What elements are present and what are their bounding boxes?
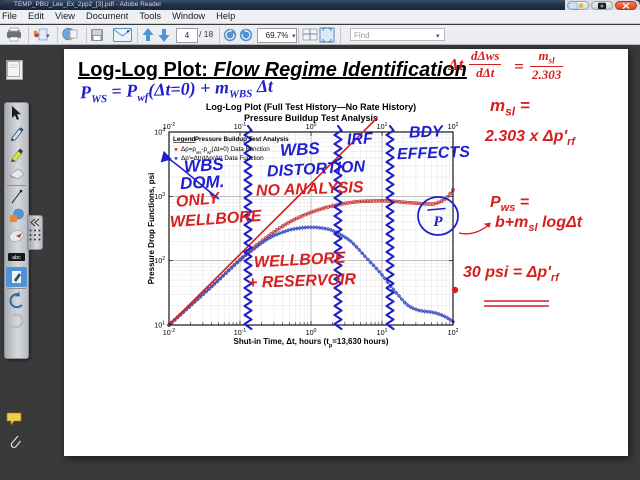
svg-text:10-2: 10-2 bbox=[162, 328, 175, 337]
svg-text:102: 102 bbox=[447, 328, 458, 337]
svg-text:10-1: 10-1 bbox=[233, 122, 246, 131]
svg-text:: Pressure Buildup Test Analys: : Pressure Buildup Test Analysis bbox=[191, 136, 289, 143]
svg-text:P: P bbox=[433, 214, 443, 230]
svg-text:abc: abc bbox=[12, 255, 21, 261]
svg-text:Log-Log Plot (Full Test Histor: Log-Log Plot (Full Test History—No Rate … bbox=[205, 102, 415, 112]
svg-text:100: 100 bbox=[305, 328, 316, 337]
svg-text:100: 100 bbox=[305, 122, 316, 131]
svg-text:102: 102 bbox=[447, 122, 458, 131]
svg-text:101: 101 bbox=[376, 122, 387, 131]
svg-text:Shut-in Time, Δt, hours (tp=13: Shut-in Time, Δt, hours (tp=13,630 hours… bbox=[233, 337, 388, 349]
svg-text:10-1: 10-1 bbox=[233, 328, 246, 337]
svg-text:104: 104 bbox=[154, 127, 165, 136]
svg-text:101: 101 bbox=[376, 328, 387, 337]
